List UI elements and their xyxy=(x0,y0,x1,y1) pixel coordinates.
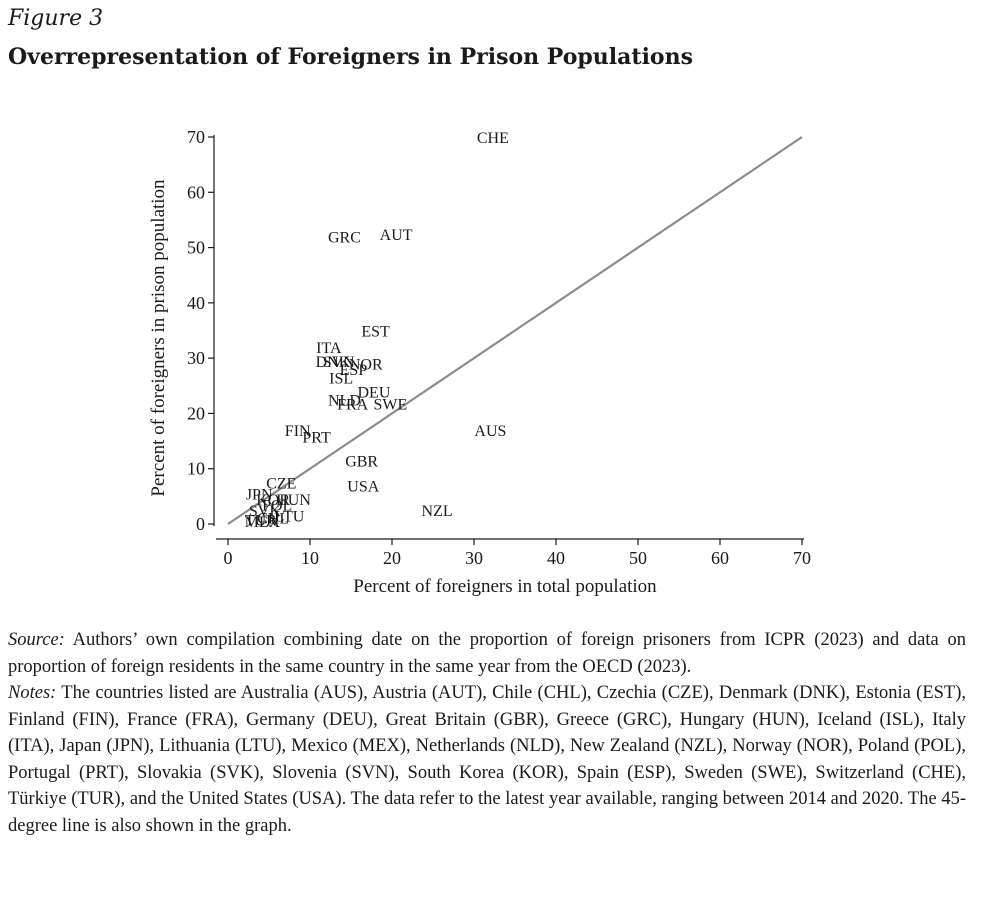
y-tick-label: 40 xyxy=(187,293,205,313)
figure-title: Overrepresentation of Foreigners in Pris… xyxy=(8,44,693,70)
point-gbr: GBR xyxy=(345,453,378,470)
y-tick-label: 50 xyxy=(187,238,205,258)
x-tick-label: 50 xyxy=(629,548,647,568)
x-tick-label: 60 xyxy=(711,548,729,568)
y-tick-label: 0 xyxy=(196,514,205,534)
point-svk: SVK xyxy=(249,503,281,520)
point-dnk: DNK xyxy=(316,354,351,371)
point-aus: AUS xyxy=(474,423,506,440)
source-paragraph: Source: Authors’ own compilation combini… xyxy=(8,627,966,680)
y-tick-label: 70 xyxy=(187,127,205,147)
x-tick-label: 40 xyxy=(547,548,565,568)
point-cze: CZE xyxy=(266,476,296,493)
point-fin: FIN xyxy=(285,423,311,440)
point-grc: GRC xyxy=(328,230,361,247)
point-nor: NOR xyxy=(349,357,383,374)
source-label: Source: xyxy=(8,630,65,650)
x-axis-label: Percent of foreigners in total populatio… xyxy=(353,576,657,597)
point-isl: ISL xyxy=(329,370,353,387)
point-pol: POL xyxy=(262,498,292,515)
x-tick-label: 70 xyxy=(793,548,811,568)
scatter-chart: 0 10 20 30 40 50 60 70 0 10 20 30 40 50 60 70 CHE GRC AU… xyxy=(148,127,811,597)
y-axis: 0 10 20 30 40 50 60 70 xyxy=(187,127,215,534)
notes-text: The countries listed are Australia (AUS)… xyxy=(8,683,966,836)
notes-paragraph: Notes: The countries listed are Australi… xyxy=(8,680,966,839)
y-tick-label: 10 xyxy=(187,459,205,479)
x-tick-label: 20 xyxy=(383,548,401,568)
point-ita: ITA xyxy=(316,340,342,357)
x-axis: 0 10 20 30 40 50 60 70 xyxy=(216,538,811,568)
point-swe: SWE xyxy=(373,396,407,413)
x-tick-label: 0 xyxy=(224,548,233,568)
point-prt: PRT xyxy=(302,430,331,447)
x-tick-label: 10 xyxy=(301,548,319,568)
point-esp: ESP xyxy=(340,362,368,379)
figure-notes: Source: Authors’ own compilation combini… xyxy=(8,627,966,839)
point-deu: DEU xyxy=(358,384,391,401)
x-tick-label: 30 xyxy=(465,548,483,568)
point-jpn: JPN xyxy=(246,487,273,504)
point-mex: MEX xyxy=(245,514,281,531)
point-fra: FRA xyxy=(337,396,369,413)
y-axis-label: Percent of foreigners in prison populati… xyxy=(148,179,169,497)
point-aut: AUT xyxy=(380,227,413,244)
point-nld: NLD xyxy=(328,393,361,410)
point-kor: KOR xyxy=(256,492,290,509)
point-che: CHE xyxy=(477,130,509,147)
y-tick-label: 30 xyxy=(187,348,205,368)
point-est: EST xyxy=(361,324,390,341)
y-tick-label: 20 xyxy=(187,403,205,423)
point-svn: SVN xyxy=(323,354,355,371)
point-ltu: LTU xyxy=(275,509,305,526)
point-usa: USA xyxy=(347,478,379,495)
forty-five-degree-line xyxy=(227,136,803,525)
notes-label: Notes: xyxy=(8,683,57,703)
source-text: Authors’ own compilation combining date … xyxy=(8,630,966,677)
figure-label: Figure 3 xyxy=(8,6,104,31)
point-hun: HUN xyxy=(276,492,311,509)
point-tur: TUR xyxy=(245,513,277,530)
point-chl: CHL xyxy=(257,510,289,527)
y-tick-label: 60 xyxy=(187,182,205,202)
point-nzl: NZL xyxy=(422,503,453,520)
